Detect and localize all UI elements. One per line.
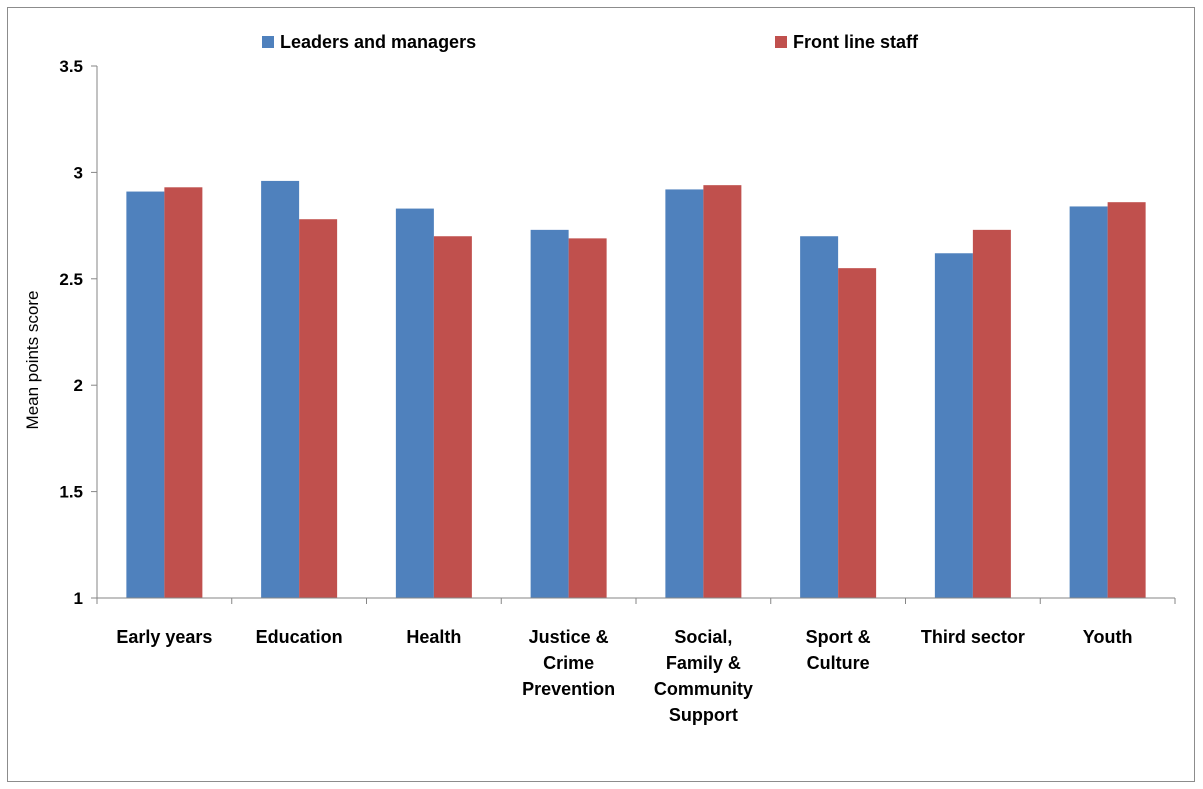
bar-leaders-6 xyxy=(934,253,973,598)
bar-leaders-0 xyxy=(126,191,165,598)
y-axis: 1 1.5 2 2.5 3 3.5 xyxy=(59,57,98,608)
bar-leaders-7 xyxy=(1069,206,1108,598)
x-axis: Early years Education Health Justice & Crime… xyxy=(96,597,1176,725)
x-category-label-6: Third sector xyxy=(921,627,1025,647)
legend-label-1: Front line staff xyxy=(793,32,919,52)
x-category-label-5: Sport & Culture xyxy=(806,627,871,673)
legend-swatch-0 xyxy=(262,36,274,48)
x-category-label-0: Early years xyxy=(116,627,212,647)
bar-frontline-4 xyxy=(703,185,742,598)
x-category-label-1: Education xyxy=(256,627,343,647)
bar-leaders-3 xyxy=(530,229,569,598)
y-tick-label-4: 3 xyxy=(74,163,83,182)
bar-frontline-6 xyxy=(972,229,1011,598)
bars xyxy=(126,180,1146,599)
y-tick-label-5: 3.5 xyxy=(59,57,83,76)
y-tick-label-2: 2 xyxy=(74,376,83,395)
bar-leaders-5 xyxy=(800,236,839,599)
x-category-label-2: Health xyxy=(406,627,461,647)
y-tick-label-0: 1 xyxy=(74,589,83,608)
bar-frontline-3 xyxy=(568,238,607,599)
x-category-label-4: Social, Family & Community Support xyxy=(654,627,753,725)
y-tick-label-3: 2.5 xyxy=(59,270,83,289)
bar-frontline-0 xyxy=(164,187,203,598)
legend: Leaders and managers Front line staff xyxy=(262,32,919,52)
x-category-label-3: Justice & Crime Prevention xyxy=(522,627,615,699)
y-axis-title: Mean points score xyxy=(23,291,42,430)
x-category-label-7: Youth xyxy=(1083,627,1133,647)
bar-leaders-4 xyxy=(665,189,704,598)
bar-frontline-2 xyxy=(433,236,472,599)
legend-swatch-1 xyxy=(775,36,787,48)
legend-label-0: Leaders and managers xyxy=(280,32,476,52)
bar-leaders-2 xyxy=(395,208,434,599)
bar-leaders-1 xyxy=(261,180,300,599)
bar-frontline-1 xyxy=(299,219,338,598)
y-tick-label-1: 1.5 xyxy=(59,483,83,502)
bar-frontline-5 xyxy=(838,268,877,598)
bar-frontline-7 xyxy=(1107,202,1146,598)
